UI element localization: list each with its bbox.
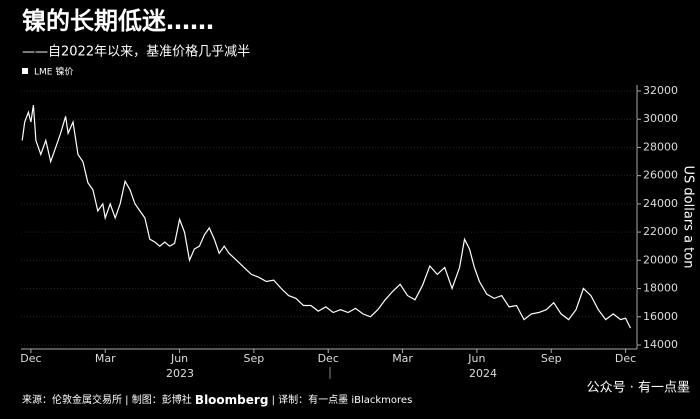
legend-swatch xyxy=(22,68,28,74)
year-label: 2023 xyxy=(166,367,194,380)
footer-brand: Bloomberg xyxy=(195,393,269,407)
y-tick-label: 24000 xyxy=(643,197,678,210)
chart-subtitle: ——自2022年以来，基准价格几乎减半 xyxy=(22,44,250,60)
y-tick-label: 18000 xyxy=(643,282,678,295)
year-label: 2024 xyxy=(469,367,497,380)
x-tick-label: Jun xyxy=(170,352,188,365)
price-line xyxy=(21,105,632,329)
x-tick-label: Sep xyxy=(541,352,562,365)
x-tick-label: Dec xyxy=(615,352,636,365)
legend-label: LME 镍价 xyxy=(34,66,73,78)
x-tick-label: Jun xyxy=(467,352,485,365)
footer-source-text: 来源：伦敦金属交易所 | 制图：彭博社 xyxy=(22,393,192,406)
x-tick-label: Mar xyxy=(392,352,413,365)
x-tick-label: Sep xyxy=(244,352,265,365)
y-tick-label: 32000 xyxy=(643,84,678,97)
y-tick-label: 28000 xyxy=(643,140,678,153)
x-tick-label: Dec xyxy=(20,352,41,365)
watermark: 公众号 · 有一点墨 xyxy=(587,381,690,396)
footer-source: 来源：伦敦金属交易所 | 制图：彭博社 Bloomberg | 译制：有一点墨 … xyxy=(22,393,412,407)
y-tick-label: 26000 xyxy=(643,169,678,182)
footer-credit: | 译制：有一点墨 iBlackmores xyxy=(272,393,413,406)
y-tick-label: 20000 xyxy=(643,253,678,266)
y-tick-label: 30000 xyxy=(643,112,678,125)
y-axis-label: US dollars a ton xyxy=(681,166,696,269)
y-tick-label: 14000 xyxy=(643,338,678,351)
y-tick-label: 22000 xyxy=(643,225,678,238)
x-tick-label: Dec xyxy=(318,352,339,365)
chart-title: 镍的长期低迷…… xyxy=(22,7,214,35)
y-tick-label: 16000 xyxy=(643,310,678,323)
x-tick-label: Mar xyxy=(95,352,116,365)
